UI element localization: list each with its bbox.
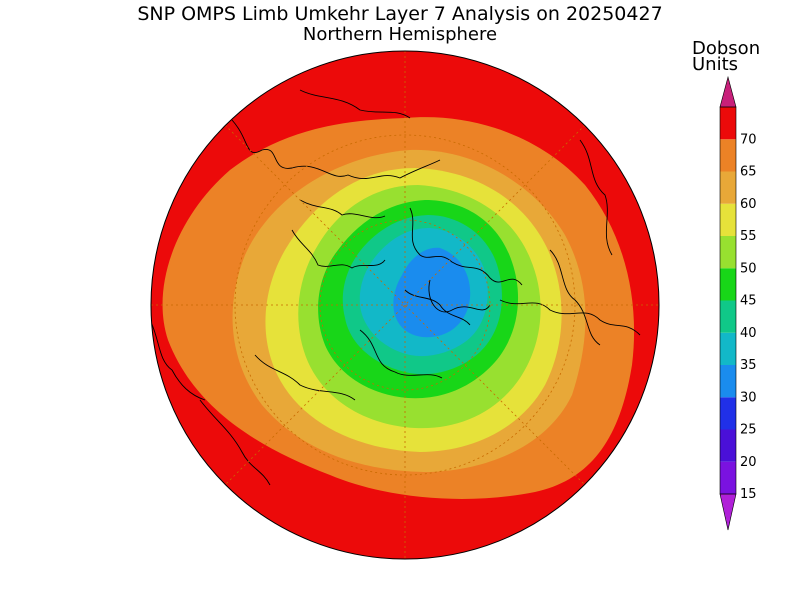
colorbar-tick-45: 45	[740, 294, 757, 309]
colorbar-frame	[719, 106, 737, 495]
colorbar-tick-25: 25	[740, 423, 757, 438]
colorbar-tick-60: 60	[740, 197, 757, 212]
colorbar-segment-30	[720, 365, 736, 398]
colorbar-tick-40: 40	[740, 326, 757, 341]
colorbar-units-label: Dobson Units	[692, 38, 782, 75]
colorbar-segment-70	[720, 107, 736, 140]
colorbar-tick-55: 55	[740, 229, 757, 244]
polar-map-disk	[151, 51, 659, 559]
colorbar-segment-20	[720, 429, 736, 462]
colorbar-segment-40	[720, 300, 736, 333]
colorbar-segment-25	[720, 397, 736, 430]
colorbar: 15 20 25 30 35 40 45 50 55 60 65 70	[719, 75, 757, 531]
colorbar-units-line1: Dobson	[692, 38, 761, 59]
colorbar-segment-50	[720, 236, 736, 269]
colorbar-tick-50: 50	[740, 261, 757, 276]
map-boundary	[150, 50, 660, 560]
colorbar-tick-30: 30	[740, 390, 757, 405]
map-title: SNP OMPS Limb Umkehr Layer 7 Analysis on…	[137, 3, 663, 25]
colorbar-low-arrow	[719, 493, 737, 531]
colorbar-high-arrow	[719, 75, 737, 108]
colorbar-units-line2: Units	[692, 54, 739, 75]
colorbar-segment-35	[720, 332, 736, 365]
colorbar-tick-15: 15	[740, 487, 757, 502]
colorbar-tick-20: 20	[740, 455, 757, 470]
coastlines	[151, 89, 641, 486]
colorbar-tick-65: 65	[740, 165, 757, 180]
colorbar-tick-70: 70	[740, 132, 757, 147]
colorbar-tick-35: 35	[740, 358, 757, 373]
colorbar-segment-15	[720, 461, 736, 494]
graticule	[151, 51, 659, 559]
colorbar-segment-60	[720, 171, 736, 204]
colorbar-segment-45	[720, 268, 736, 301]
colorbar-segment-55	[720, 203, 736, 236]
map-subtitle: Northern Hemisphere	[302, 24, 498, 45]
colorbar-segment-65	[720, 139, 736, 172]
